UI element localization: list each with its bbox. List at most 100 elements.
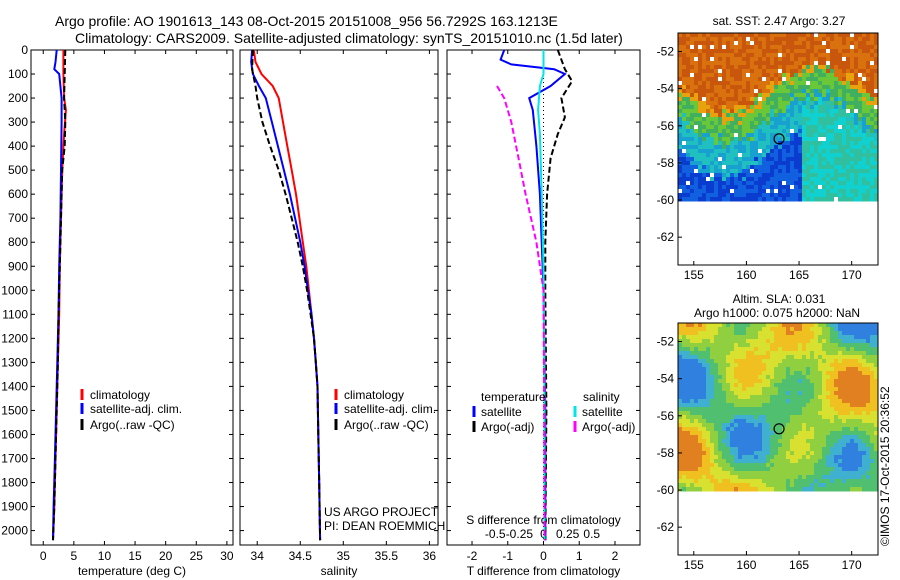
map-cell: [798, 379, 803, 384]
map-cell: [706, 399, 711, 404]
map-cell: [774, 347, 779, 352]
map-cell: [702, 351, 707, 356]
map-cell: [730, 173, 735, 178]
map-cell: [678, 407, 683, 412]
map-cell: [834, 149, 839, 154]
map-cell: [854, 347, 859, 352]
map-cell: [850, 447, 855, 452]
map-cell: [694, 109, 699, 114]
map-cell: [822, 45, 827, 50]
map-cell: [754, 367, 759, 372]
map-cell: [738, 371, 743, 376]
map-cell: [682, 355, 687, 360]
map-cell: [850, 149, 855, 154]
map-cell: [870, 335, 875, 340]
map-cell: [770, 419, 775, 424]
map-cell: [782, 181, 787, 186]
map-cell: [746, 451, 751, 456]
map-cell: [682, 37, 687, 42]
map-cell: [790, 121, 795, 126]
map-cell: [774, 359, 779, 364]
map-cell: [798, 383, 803, 388]
map-cell: [866, 407, 871, 412]
map-cell: [718, 97, 723, 102]
map-cell: [686, 455, 691, 460]
map-cell: [810, 343, 815, 348]
map-cell: [866, 157, 871, 162]
map-cell: [766, 197, 771, 202]
map-cell: [822, 391, 827, 396]
map-cell: [694, 165, 699, 170]
map-cell: [794, 435, 799, 440]
map-cell: [866, 49, 871, 54]
map-cell: [850, 323, 855, 328]
map-cell: [782, 169, 787, 174]
map-cell: [874, 125, 878, 130]
map-cell: [838, 105, 843, 110]
map-cell: [774, 367, 779, 372]
map-cell: [798, 391, 803, 396]
map-cell: [818, 443, 823, 448]
map-cell: [718, 431, 723, 436]
map-cell: [834, 189, 839, 194]
map-cell: [750, 483, 755, 488]
map-cell: [774, 323, 779, 328]
map-cell: [690, 403, 695, 408]
map-cell: [842, 45, 847, 50]
map-cell: [710, 181, 715, 186]
map-cell: [774, 73, 779, 78]
map-cell: [850, 57, 855, 62]
map-cell: [746, 327, 751, 332]
map-cell: [798, 339, 803, 344]
map-cell: [806, 85, 811, 90]
map-cell: [682, 33, 687, 38]
map-cell: [786, 157, 791, 162]
map-cell: [830, 125, 835, 130]
map-cell: [718, 189, 723, 194]
map-cell: [774, 41, 779, 46]
map-cell: [778, 411, 783, 416]
map-cell: [850, 395, 855, 400]
map-cell: [678, 411, 683, 416]
map-cell: [742, 37, 747, 42]
map-cell: [722, 387, 727, 392]
map-cell: [810, 475, 815, 480]
map-cell: [866, 363, 871, 368]
map-cell: [838, 387, 843, 392]
map-cell: [746, 177, 751, 182]
map-cell: [810, 431, 815, 436]
map-cell: [854, 77, 859, 82]
map-cell: [758, 439, 763, 444]
map-cell: [774, 37, 779, 42]
map-cell: [826, 463, 831, 468]
map-cell: [726, 327, 731, 332]
map-cell: [726, 487, 731, 492]
map-cell: [758, 391, 763, 396]
map-cell: [726, 97, 731, 102]
map-cell: [802, 335, 807, 340]
map-cell: [726, 41, 731, 46]
map-cell: [854, 439, 859, 444]
map-cell: [786, 189, 791, 194]
map-cell: [762, 81, 767, 86]
map-cell: [770, 149, 775, 154]
map-cell: [714, 49, 719, 54]
map-cell: [850, 117, 855, 122]
map-cell: [854, 435, 859, 440]
map-cell: [774, 53, 779, 58]
map-cell: [690, 391, 695, 396]
map-cell: [862, 37, 867, 42]
map-cell: [818, 415, 823, 420]
map-cell: [686, 57, 691, 62]
map-cell: [858, 415, 863, 420]
map-cell: [742, 399, 747, 404]
map-cell: [746, 97, 751, 102]
map-cell: [722, 475, 727, 480]
map-cell: [738, 161, 743, 166]
map-cell: [758, 323, 763, 328]
map-cell: [774, 403, 779, 408]
map-cell: [798, 125, 803, 130]
map-cell: [834, 65, 839, 70]
map-cell: [726, 37, 731, 42]
map-cell: [814, 427, 819, 432]
